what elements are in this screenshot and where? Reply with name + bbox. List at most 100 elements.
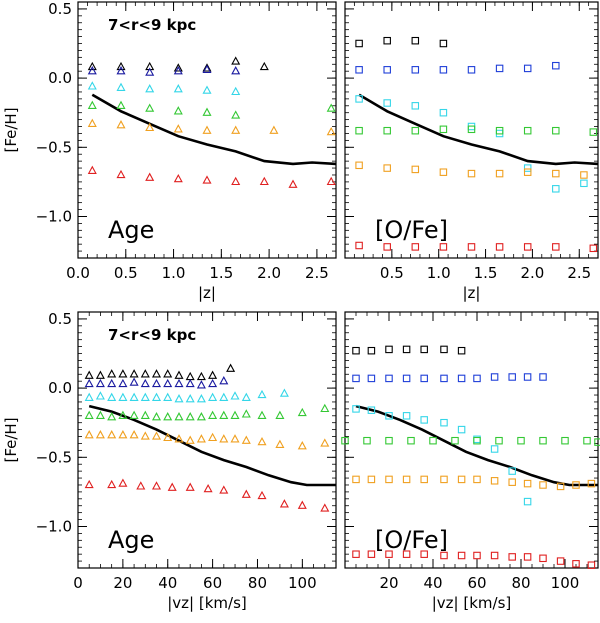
marker-red-triangle	[118, 478, 128, 487]
marker-orange-triangle	[320, 438, 330, 447]
marker-red-triangle	[167, 482, 177, 491]
y-axis-label: [Fe/H]	[2, 107, 20, 152]
marker-red-square	[552, 243, 560, 251]
marker-cyan-square	[411, 102, 420, 110]
marker-red-square	[539, 554, 547, 563]
marker-black-square	[402, 345, 411, 354]
marker-red-triangle	[231, 176, 241, 186]
marker-black-triangle	[202, 63, 212, 72]
marker-orange-triangle	[163, 432, 173, 442]
mean-line	[355, 404, 598, 487]
marker-cyan-square	[552, 185, 560, 193]
marker-red-triangle	[203, 483, 213, 493]
marker-orange-square	[355, 161, 363, 170]
x-tick-label: 100	[551, 574, 580, 592]
marker-cyan-square	[420, 416, 428, 424]
marker-orange-square	[523, 168, 532, 176]
marker-black-square	[355, 39, 363, 48]
marker-orange-triangle	[107, 430, 117, 439]
marker-red-square	[440, 551, 448, 560]
marker-orange-square	[420, 475, 428, 484]
radius-annotation: 7<r<9 kpc	[108, 16, 196, 34]
marker-cyan-triangle	[140, 392, 150, 401]
marker-black-triangle	[129, 369, 139, 378]
mean-line	[91, 93, 337, 166]
marker-cyan-square	[523, 164, 532, 172]
marker-red-square	[402, 550, 411, 558]
marker-black-triangle	[208, 370, 218, 379]
panel-label: [O/Fe]	[375, 526, 448, 554]
marker-orange-square	[539, 481, 547, 489]
marker-red-triangle	[259, 176, 269, 186]
mean-line	[358, 93, 599, 166]
marker-orange-triangle	[326, 126, 336, 136]
y-tick-label: 0.0	[48, 69, 72, 87]
marker-red-square	[385, 550, 393, 558]
marker-green-triangle	[208, 410, 218, 419]
marker-cyan-triangle	[116, 82, 126, 91]
marker-green-triangle	[145, 103, 155, 112]
marker-navy-triangle	[231, 66, 241, 75]
marker-cyan-triangle	[174, 394, 184, 403]
marker-navy-triangle	[95, 378, 105, 388]
y-tick-label: 0.5	[48, 0, 72, 18]
marker-green-square	[473, 436, 481, 445]
marker-cyan-triangle	[95, 391, 105, 400]
marker-orange-square	[587, 479, 596, 488]
x-tick-label: 20	[113, 574, 132, 592]
marker-green-triangle	[185, 412, 195, 421]
marker-orange-triangle	[129, 430, 139, 439]
marker-blue-square	[440, 374, 448, 383]
marker-red-square	[556, 557, 565, 565]
marker-orange-triangle	[202, 125, 212, 134]
marker-orange-triangle	[275, 439, 285, 448]
x-tick-label: 1.5	[474, 264, 498, 282]
marker-blue-square	[539, 373, 547, 381]
marker-cyan-triangle	[163, 392, 173, 401]
marker-cyan-square	[580, 179, 588, 188]
x-tick-label: 60	[203, 574, 222, 592]
marker-cyan-square	[385, 412, 393, 420]
marker-cyan-square	[490, 445, 499, 453]
marker-cyan-triangle	[202, 85, 212, 94]
marker-green-triangle	[202, 107, 212, 116]
marker-blue-square	[355, 66, 363, 74]
marker-red-triangle	[173, 173, 183, 183]
marker-green-square	[411, 126, 420, 135]
x-tick-label: 80	[248, 574, 267, 592]
marker-green-triangle	[107, 412, 117, 421]
marker-blue-square	[523, 373, 532, 381]
marker-green-triangle	[219, 410, 229, 419]
marker-black-triangle	[173, 63, 183, 72]
marker-green-triangle	[129, 410, 139, 419]
marker-black-triangle	[87, 61, 97, 71]
marker-orange-square	[473, 475, 481, 484]
marker-red-triangle	[279, 499, 289, 508]
marker-green-triangle	[257, 410, 267, 419]
marker-red-triangle	[297, 500, 307, 509]
marker-red-square	[587, 561, 596, 569]
marker-black-triangle	[163, 369, 173, 378]
x-axis-label: |vz| [km/s]	[167, 594, 247, 612]
marker-red-triangle	[151, 481, 162, 490]
marker-orange-triangle	[231, 125, 241, 134]
marker-black-square	[440, 345, 448, 354]
marker-cyan-square	[367, 406, 376, 414]
marker-orange-triangle	[151, 431, 162, 440]
marker-green-square	[495, 126, 504, 135]
x-tick-label: 1.5	[209, 264, 233, 282]
panel-top-right	[344, 1, 599, 259]
marker-black-triangle	[259, 61, 269, 71]
marker-red-square	[420, 550, 428, 558]
marker-black-square	[411, 36, 420, 45]
marker-red-square	[439, 243, 448, 251]
marker-red-triangle	[288, 179, 298, 188]
marker-green-square	[589, 128, 598, 136]
marker-blue-square	[411, 66, 420, 74]
marker-orange-triangle	[196, 434, 206, 443]
panel-label: Age	[108, 526, 154, 554]
marker-red-triangle	[107, 479, 117, 489]
marker-orange-square	[552, 169, 560, 178]
marker-blue-square	[402, 374, 411, 383]
marker-green-triangle	[275, 410, 285, 419]
